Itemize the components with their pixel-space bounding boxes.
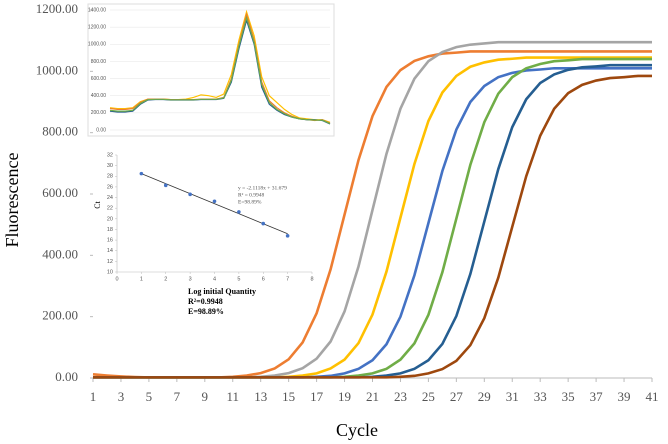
- series-line: [109, 15, 331, 125]
- x-tick-label: 8: [310, 276, 313, 282]
- x-tick-label: 33: [534, 389, 547, 404]
- y-tick-label: 1000.00: [36, 62, 78, 77]
- point: [163, 183, 168, 188]
- y-tick-label: 1200.00: [88, 24, 106, 30]
- y-tick-label: 28: [107, 174, 113, 180]
- x-tick-label: 1: [90, 389, 97, 404]
- y-tick-label: 10: [107, 269, 113, 275]
- x-tick-label: 27: [450, 389, 464, 404]
- y-tick-label: 22: [107, 206, 113, 212]
- y-axis-label: Ct: [93, 200, 102, 208]
- x-tick-label: 9: [202, 389, 209, 404]
- point: [237, 210, 241, 214]
- y-tick-label: 14: [107, 248, 113, 254]
- x-tick-label: 0: [115, 276, 118, 282]
- y-tick-label: 200.00: [91, 110, 107, 116]
- x-tick-label: 11: [226, 389, 239, 404]
- y-tick-label: 16: [107, 238, 113, 244]
- y-tick-label: 0.00: [96, 127, 106, 133]
- y-tick-label: 24: [107, 195, 113, 201]
- x-tick-label: 25: [422, 389, 435, 404]
- x-tick-label: 35: [562, 389, 575, 404]
- y-tick-label: 30: [107, 163, 113, 169]
- x-tick-label: 15: [282, 389, 295, 404]
- y-tick-label: 400.00: [91, 93, 107, 99]
- point: [212, 199, 217, 204]
- y-tick-label: 600.00: [91, 76, 107, 82]
- y-tick-label: 26: [107, 184, 113, 190]
- y-tick-label: 20: [107, 216, 113, 222]
- x-axis-label: Log initial Quantity: [188, 287, 256, 296]
- x-tick-label: 1: [140, 276, 143, 282]
- x-tick-label: 31: [506, 389, 519, 404]
- y-tick-label: 200.00: [42, 308, 78, 323]
- x-tick-label: 17: [310, 389, 324, 404]
- y-tick-label: 600.00: [42, 185, 78, 200]
- y-tick-label: 400.00: [42, 246, 78, 261]
- x-tick-label: 3: [118, 389, 125, 404]
- note: E=98.89%: [188, 307, 224, 316]
- x-tick-label: 2: [164, 276, 167, 282]
- y-tick-label: 1400.00: [88, 7, 106, 13]
- x-tick-label: 4: [213, 276, 216, 282]
- x-tick-label: 37: [590, 389, 604, 404]
- x-tick-label: 23: [394, 389, 407, 404]
- y-axis-label: Fluorescence: [2, 153, 22, 248]
- y-tick-label: 18: [107, 227, 113, 233]
- x-tick-label: 5: [237, 276, 240, 282]
- x-tick-label: 41: [646, 389, 659, 404]
- y-tick-label: 800.00: [91, 59, 107, 65]
- y-tick-label: 800.00: [42, 124, 78, 139]
- y-tick-label: 1000.00: [88, 42, 106, 48]
- y-tick-label: 0.00: [55, 369, 78, 384]
- standard-curve-inset: [90, 140, 330, 320]
- y-tick-label: 1200.00: [36, 1, 78, 16]
- x-tick-label: 5: [146, 389, 153, 404]
- y-tick-label: 12: [107, 259, 113, 265]
- x-tick-label: 7: [286, 276, 289, 282]
- melt-inset: [87, 3, 335, 137]
- series-line: [93, 74, 652, 379]
- point: [139, 171, 144, 176]
- annotation: E=98.89%: [238, 199, 262, 205]
- x-tick-label: 19: [338, 389, 351, 404]
- point: [285, 234, 290, 238]
- annotation: R² = 0.9948: [238, 192, 265, 198]
- y-tick-label: 32: [107, 152, 113, 158]
- x-tick-label: 13: [254, 389, 267, 404]
- x-tick-label: 3: [189, 276, 192, 282]
- x-tick-label: 6: [262, 276, 265, 282]
- point: [261, 221, 266, 226]
- point: [188, 192, 192, 197]
- note: R²=0.9948: [188, 297, 223, 306]
- x-tick-label: 39: [618, 389, 631, 404]
- x-axis-label: Cycle: [336, 420, 378, 440]
- x-tick-label: 7: [174, 389, 181, 404]
- x-tick-label: 21: [366, 389, 379, 404]
- x-tick-label: 29: [478, 389, 491, 404]
- annotation: y = -2.1118x + 31.679: [238, 185, 287, 191]
